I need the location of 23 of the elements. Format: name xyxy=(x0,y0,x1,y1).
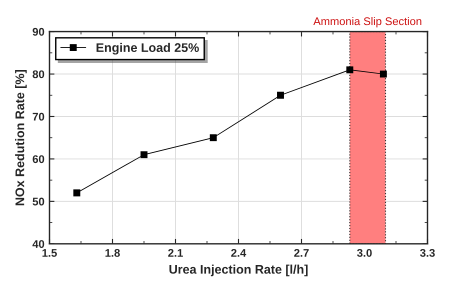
x-tick-label: 2.7 xyxy=(294,248,309,257)
y-tick-label: 80 xyxy=(32,70,44,78)
legend-label: Engine Load 25% xyxy=(96,42,199,55)
y-tick-label: 40 xyxy=(32,240,44,248)
x-tick-label: 1.8 xyxy=(105,248,120,257)
y-tick-label: 70 xyxy=(32,112,44,121)
point xyxy=(380,70,387,78)
point xyxy=(277,92,284,99)
band-label: Ammonia Slip Section xyxy=(313,17,422,28)
y-axis-title: NOx Redution Rate [%] xyxy=(15,70,27,206)
point xyxy=(210,134,217,142)
x-tick-label: 3.3 xyxy=(420,248,435,257)
point xyxy=(73,189,80,196)
x-axis-title: Urea Injection Rate [l/h] xyxy=(169,264,308,276)
point xyxy=(140,151,148,158)
x-tick-label: 2.4 xyxy=(231,248,246,257)
y-tick-label: 50 xyxy=(32,198,44,206)
x-tick-label: 1.5 xyxy=(42,249,57,257)
x-tick-label: 2.1 xyxy=(168,248,183,257)
point xyxy=(346,66,354,74)
y-tick-label: 90 xyxy=(32,28,44,36)
x-tick-label: 3.0 xyxy=(357,248,372,257)
y-tick-label: 60 xyxy=(32,155,44,164)
